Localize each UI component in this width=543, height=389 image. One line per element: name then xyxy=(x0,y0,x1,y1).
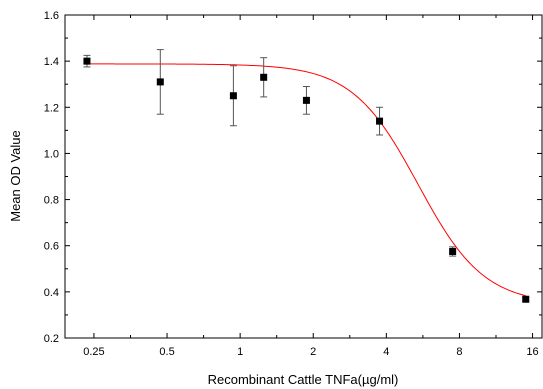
y-tick-label: 1.2 xyxy=(44,102,59,114)
x-tick-label: 0.5 xyxy=(159,346,174,358)
data-point-group xyxy=(376,106,384,136)
data-point-group xyxy=(229,65,237,127)
data-point xyxy=(376,117,384,125)
data-point-group xyxy=(302,86,310,115)
x-tick-label: 1 xyxy=(237,346,243,358)
y-tick-label: 1.4 xyxy=(44,56,59,68)
x-tick-label: 4 xyxy=(383,346,389,358)
y-tick-label: 1.0 xyxy=(44,148,59,160)
x-tick-label: 16 xyxy=(526,346,538,358)
y-axis-title: Mean OD Value xyxy=(8,130,23,222)
axes: 0.2 0.4 0.6 0.8 1.0 1.2 1.4 1.6 0.25 0.5 1 2 4 8 16 xyxy=(44,10,543,358)
y-tick-label: 0.6 xyxy=(44,241,59,253)
data-point xyxy=(302,96,310,104)
data-point xyxy=(229,92,237,100)
y-tick-label: 0.4 xyxy=(44,287,59,299)
data-point xyxy=(260,73,268,81)
data-point-group xyxy=(522,295,530,303)
data-point-group xyxy=(156,49,164,115)
x-tick-label: 2 xyxy=(310,346,316,358)
y-tick-label: 0.8 xyxy=(44,195,59,207)
y-tick-label: 0.2 xyxy=(44,333,59,345)
x-tick-label: 0.25 xyxy=(83,346,104,358)
data-points-group xyxy=(83,49,530,303)
y-tick-label: 1.6 xyxy=(44,10,59,22)
x-tick-label: 8 xyxy=(456,346,462,358)
data-point xyxy=(156,78,164,86)
data-point-group xyxy=(449,246,457,257)
data-point-group xyxy=(260,57,268,98)
plot-frame xyxy=(64,14,543,339)
data-point xyxy=(522,295,530,303)
x-axis-title: Recombinant Cattle TNFa(µg/ml) xyxy=(208,372,399,387)
data-point xyxy=(449,247,457,255)
data-point xyxy=(83,57,91,65)
data-point-group xyxy=(83,54,91,68)
